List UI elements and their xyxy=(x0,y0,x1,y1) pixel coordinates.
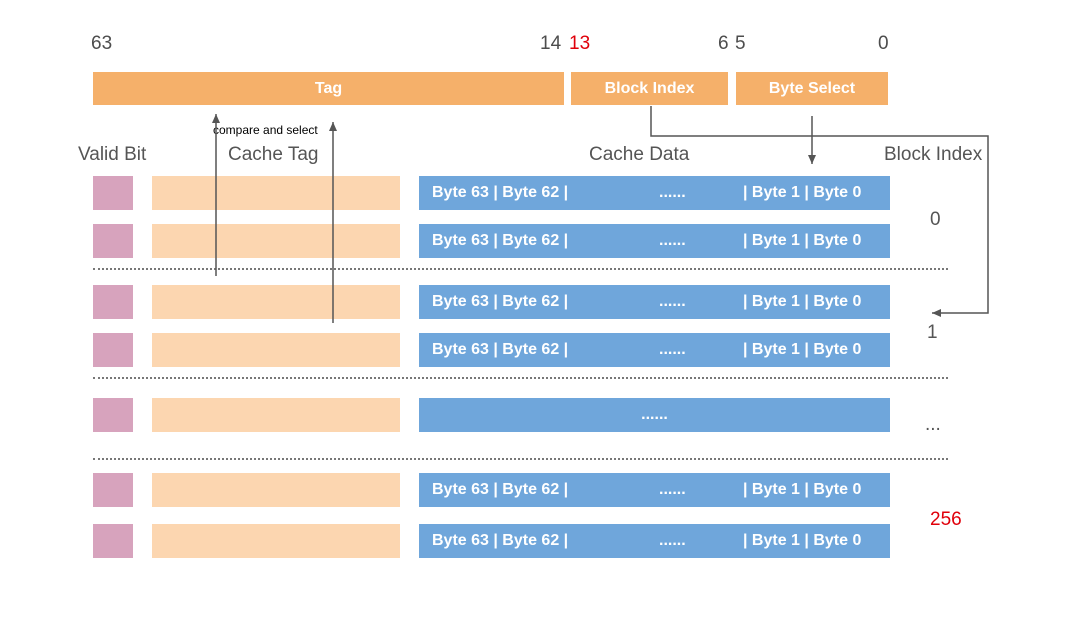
cache-data-row: Byte 63 | Byte 62 | ...... | Byte 1 | By… xyxy=(419,524,890,558)
cache-tag-cell xyxy=(152,333,400,367)
row-middle-text: ...... xyxy=(659,293,686,310)
block-index-field: Block Index xyxy=(571,72,728,105)
set-ellipsis-label: ... xyxy=(925,414,941,435)
cache-data-row: ...... xyxy=(419,398,890,432)
bit-0-label: 0 xyxy=(878,33,889,54)
cache-data-row: Byte 63 | Byte 62 | ...... | Byte 1 | By… xyxy=(419,333,890,367)
block-index-arrow xyxy=(650,106,989,317)
set-1-label: 1 xyxy=(927,322,938,343)
valid-bit-cell xyxy=(93,333,133,367)
cache-tag-cell xyxy=(152,473,400,507)
block-index-header: Block Index xyxy=(884,144,983,165)
row-middle-text: ...... xyxy=(659,184,686,201)
set-separator xyxy=(93,458,948,460)
row-middle-text: ...... xyxy=(659,232,686,249)
bit-13-label: 13 xyxy=(569,33,591,54)
row-left-text: Byte 63 | Byte 62 | xyxy=(432,232,569,249)
cache-tag-cell xyxy=(152,285,400,319)
byte-select-field: Byte Select xyxy=(736,72,888,105)
row-right-text: | Byte 1 | Byte 0 xyxy=(743,232,862,249)
cache-data-header: Cache Data xyxy=(589,144,690,165)
row-middle-text: ...... xyxy=(641,406,668,423)
tag-field: Tag xyxy=(93,72,564,105)
row-left-text: Byte 63 | Byte 62 | xyxy=(432,184,569,201)
byte-select-field-label: Byte Select xyxy=(768,79,856,97)
row-middle-text: ...... xyxy=(659,341,686,358)
set-separator xyxy=(93,268,948,270)
row-right-text: | Byte 1 | Byte 0 xyxy=(743,532,862,549)
bit-63-label: 63 xyxy=(91,33,113,54)
cache-data-row: Byte 63 | Byte 62 | ...... | Byte 1 | By… xyxy=(419,176,890,210)
valid-bit-cell xyxy=(93,176,133,210)
bit-14-label: 14 xyxy=(540,33,562,54)
bit-5-label: 5 xyxy=(735,33,746,54)
row-right-text: | Byte 1 | Byte 0 xyxy=(743,481,862,498)
row-left-text: Byte 63 | Byte 62 | xyxy=(432,481,569,498)
row-right-text: | Byte 1 | Byte 0 xyxy=(743,293,862,310)
valid-bit-cell xyxy=(93,398,133,432)
cache-tag-cell xyxy=(152,524,400,558)
bit-6-label: 6 xyxy=(718,33,729,54)
valid-bit-header: Valid Bit xyxy=(78,144,147,165)
valid-bit-cell xyxy=(93,285,133,319)
cache-tag-cell xyxy=(152,176,400,210)
compare-and-select-note: compare and select xyxy=(213,123,318,137)
valid-bit-cell xyxy=(93,224,133,258)
cache-tag-cell xyxy=(152,398,400,432)
set-0-label: 0 xyxy=(930,209,941,230)
cache-data-row: Byte 63 | Byte 62 | ...... | Byte 1 | By… xyxy=(419,285,890,319)
row-left-text: Byte 63 | Byte 62 | xyxy=(432,341,569,358)
cache-data-row: Byte 63 | Byte 62 | ...... | Byte 1 | By… xyxy=(419,224,890,258)
row-middle-text: ...... xyxy=(659,481,686,498)
row-middle-text: ...... xyxy=(659,532,686,549)
row-left-text: Byte 63 | Byte 62 | xyxy=(432,532,569,549)
cache-data-row: Byte 63 | Byte 62 | ...... | Byte 1 | By… xyxy=(419,473,890,507)
set-separator xyxy=(93,377,948,379)
valid-bit-cell xyxy=(93,524,133,558)
set-256-label: 256 xyxy=(930,509,962,530)
block-index-field-label: Block Index xyxy=(604,79,695,97)
cache-tag-header: Cache Tag xyxy=(228,144,319,165)
row-right-text: | Byte 1 | Byte 0 xyxy=(743,184,862,201)
row-left-text: Byte 63 | Byte 62 | xyxy=(432,293,569,310)
tag-field-label: Tag xyxy=(314,79,343,97)
row-right-text: | Byte 1 | Byte 0 xyxy=(743,341,862,358)
cache-tag-cell xyxy=(152,224,400,258)
valid-bit-cell xyxy=(93,473,133,507)
